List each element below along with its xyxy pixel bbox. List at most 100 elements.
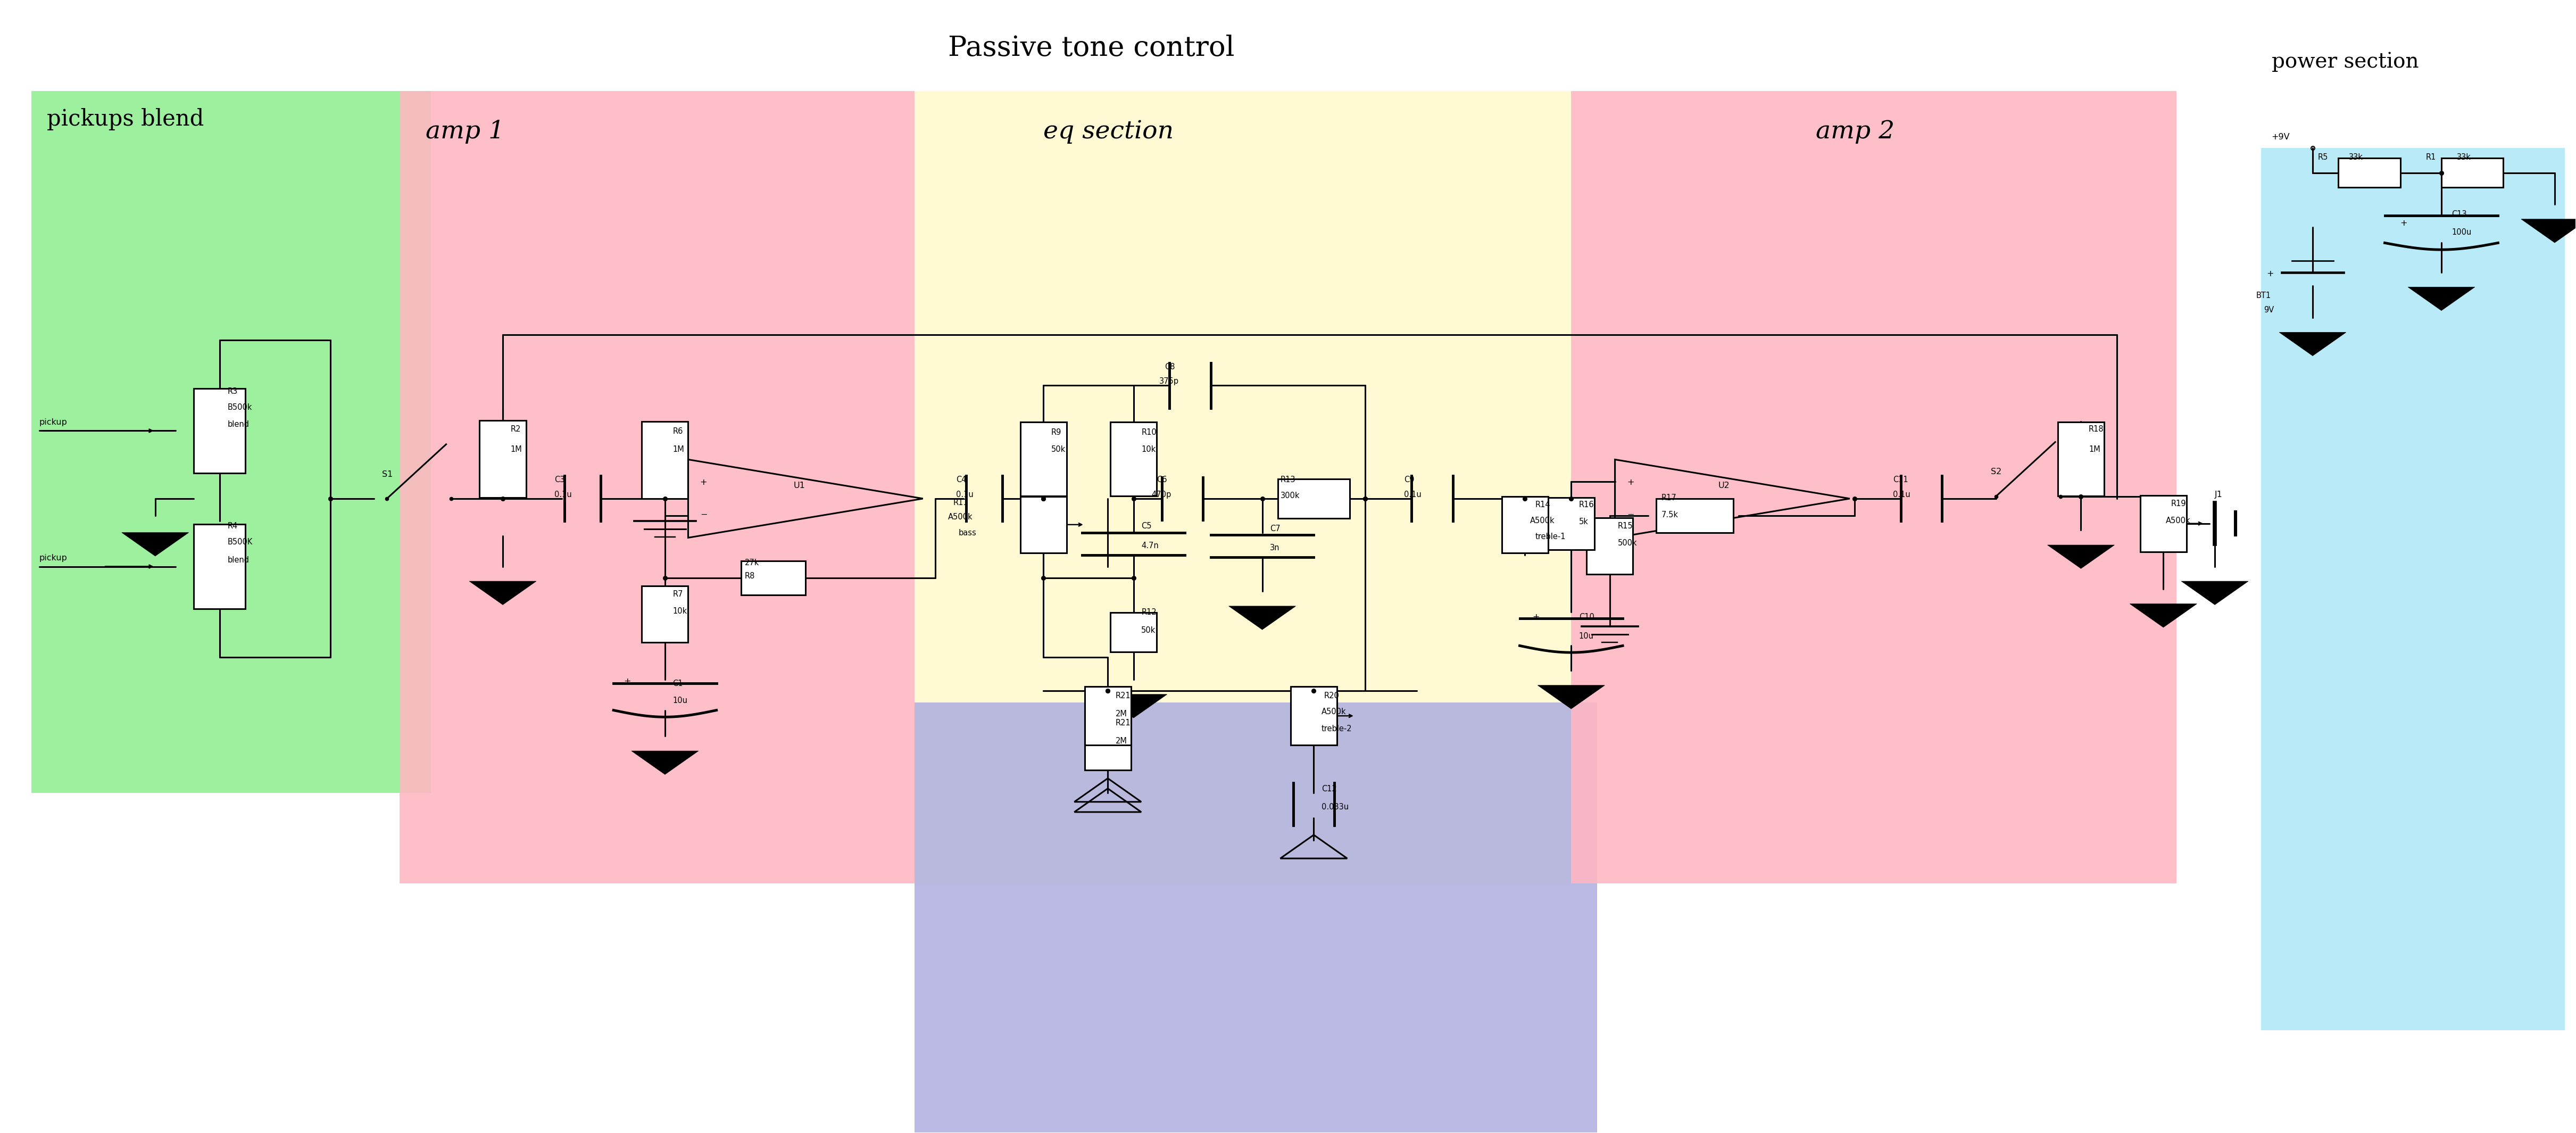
Text: R1: R1 <box>2427 153 2437 161</box>
Polygon shape <box>1229 606 1296 630</box>
Text: BT1: BT1 <box>2257 291 2272 299</box>
Text: Passive tone control: Passive tone control <box>948 35 1234 62</box>
Bar <box>641 421 688 499</box>
Bar <box>2442 157 2504 187</box>
Text: +9V: +9V <box>2272 133 2290 140</box>
Text: power section: power section <box>2272 52 2419 71</box>
Text: R18: R18 <box>2089 425 2105 433</box>
Text: R4: R4 <box>227 522 237 530</box>
Text: R16: R16 <box>1579 501 1595 509</box>
Text: 10k: 10k <box>672 607 688 615</box>
Text: treble-2: treble-2 <box>1321 725 1352 733</box>
Text: R8: R8 <box>744 572 755 580</box>
Bar <box>1020 496 1066 553</box>
Text: A500k: A500k <box>1530 517 1556 525</box>
Bar <box>742 561 806 595</box>
Text: 300k: 300k <box>1280 492 1301 500</box>
Polygon shape <box>2130 604 2197 628</box>
Text: 470p: 470p <box>1151 491 1172 499</box>
Text: 1M: 1M <box>510 445 523 453</box>
Text: 1M: 1M <box>2089 445 2099 453</box>
Polygon shape <box>469 581 536 605</box>
Text: U2: U2 <box>1718 482 1728 489</box>
Text: C13: C13 <box>2452 210 2468 218</box>
Text: R15: R15 <box>1618 522 1633 530</box>
Polygon shape <box>2409 287 2476 310</box>
Text: 5k: 5k <box>1579 518 1589 526</box>
Text: +: + <box>1628 478 1633 486</box>
Polygon shape <box>2182 581 2249 605</box>
Bar <box>193 389 245 474</box>
Bar <box>1110 423 1157 496</box>
Bar <box>641 586 688 642</box>
Text: pickups blend: pickups blend <box>46 109 204 130</box>
Text: C10: C10 <box>1579 613 1595 621</box>
Text: 33k: 33k <box>2349 153 2362 161</box>
Text: A500k: A500k <box>1321 708 1347 716</box>
Text: C1: C1 <box>672 680 683 688</box>
Text: 27k: 27k <box>744 559 760 566</box>
Text: 9V: 9V <box>2264 306 2275 314</box>
Text: U1: U1 <box>793 482 806 489</box>
Text: R7: R7 <box>672 590 683 598</box>
Text: pickup: pickup <box>39 418 67 426</box>
Bar <box>1291 687 1337 746</box>
Text: blend: blend <box>227 420 250 428</box>
Text: amp 2: amp 2 <box>1816 120 1893 144</box>
Bar <box>2339 157 2401 187</box>
Text: C8: C8 <box>1164 363 1175 370</box>
Text: 0.1u: 0.1u <box>1404 491 1422 499</box>
Text: S2: S2 <box>1991 468 2002 476</box>
Bar <box>1656 499 1734 533</box>
Text: 0.1u: 0.1u <box>956 491 974 499</box>
Polygon shape <box>2522 219 2576 242</box>
Bar <box>2262 147 2566 1030</box>
Text: C4: C4 <box>956 476 966 484</box>
Text: R12: R12 <box>1141 608 1157 616</box>
Text: 500k: 500k <box>1618 539 1636 547</box>
Text: C12: C12 <box>1321 785 1337 793</box>
Text: 10k: 10k <box>1141 445 1157 453</box>
Text: 50k: 50k <box>1051 445 1066 453</box>
Bar <box>479 420 526 497</box>
Text: R21: R21 <box>1115 719 1131 727</box>
Text: 100u: 100u <box>2452 228 2470 236</box>
Text: B500K: B500K <box>227 538 252 546</box>
Bar <box>1020 423 1066 496</box>
Bar <box>1084 687 1131 746</box>
Bar <box>31 92 430 793</box>
Text: R5: R5 <box>2318 153 2329 161</box>
Text: amp 1: amp 1 <box>425 120 505 144</box>
Text: +: + <box>701 478 708 486</box>
Text: 2M: 2M <box>1115 738 1128 746</box>
Bar <box>914 702 1597 1132</box>
Text: 10u: 10u <box>672 697 688 705</box>
Bar <box>1110 612 1157 651</box>
Bar <box>1084 714 1131 770</box>
Text: +: + <box>1533 613 1540 621</box>
Text: +: + <box>623 678 631 685</box>
Text: R3: R3 <box>227 387 237 395</box>
Text: S1: S1 <box>381 470 392 478</box>
Text: 0.1u: 0.1u <box>554 491 572 499</box>
Bar <box>1548 497 1595 550</box>
Text: 1M: 1M <box>672 445 685 453</box>
Text: 0.033u: 0.033u <box>1321 803 1350 811</box>
Text: B500k: B500k <box>227 403 252 411</box>
Text: pickup: pickup <box>39 554 67 562</box>
Bar <box>2058 423 2105 496</box>
Text: C5: C5 <box>1141 522 1151 530</box>
Polygon shape <box>121 533 188 556</box>
Text: 10u: 10u <box>1579 632 1595 640</box>
Text: A500k: A500k <box>2166 517 2190 525</box>
Text: R20: R20 <box>1324 692 1340 700</box>
Text: R21: R21 <box>1115 692 1131 700</box>
Text: R11: R11 <box>953 499 969 506</box>
Text: treble-1: treble-1 <box>1535 533 1566 540</box>
Text: R6: R6 <box>672 427 683 435</box>
Bar <box>1502 496 1548 553</box>
Text: C9: C9 <box>1404 476 1414 484</box>
Text: 33k: 33k <box>2458 153 2470 161</box>
Text: R14: R14 <box>1535 501 1551 509</box>
Text: 4.7n: 4.7n <box>1141 542 1159 550</box>
